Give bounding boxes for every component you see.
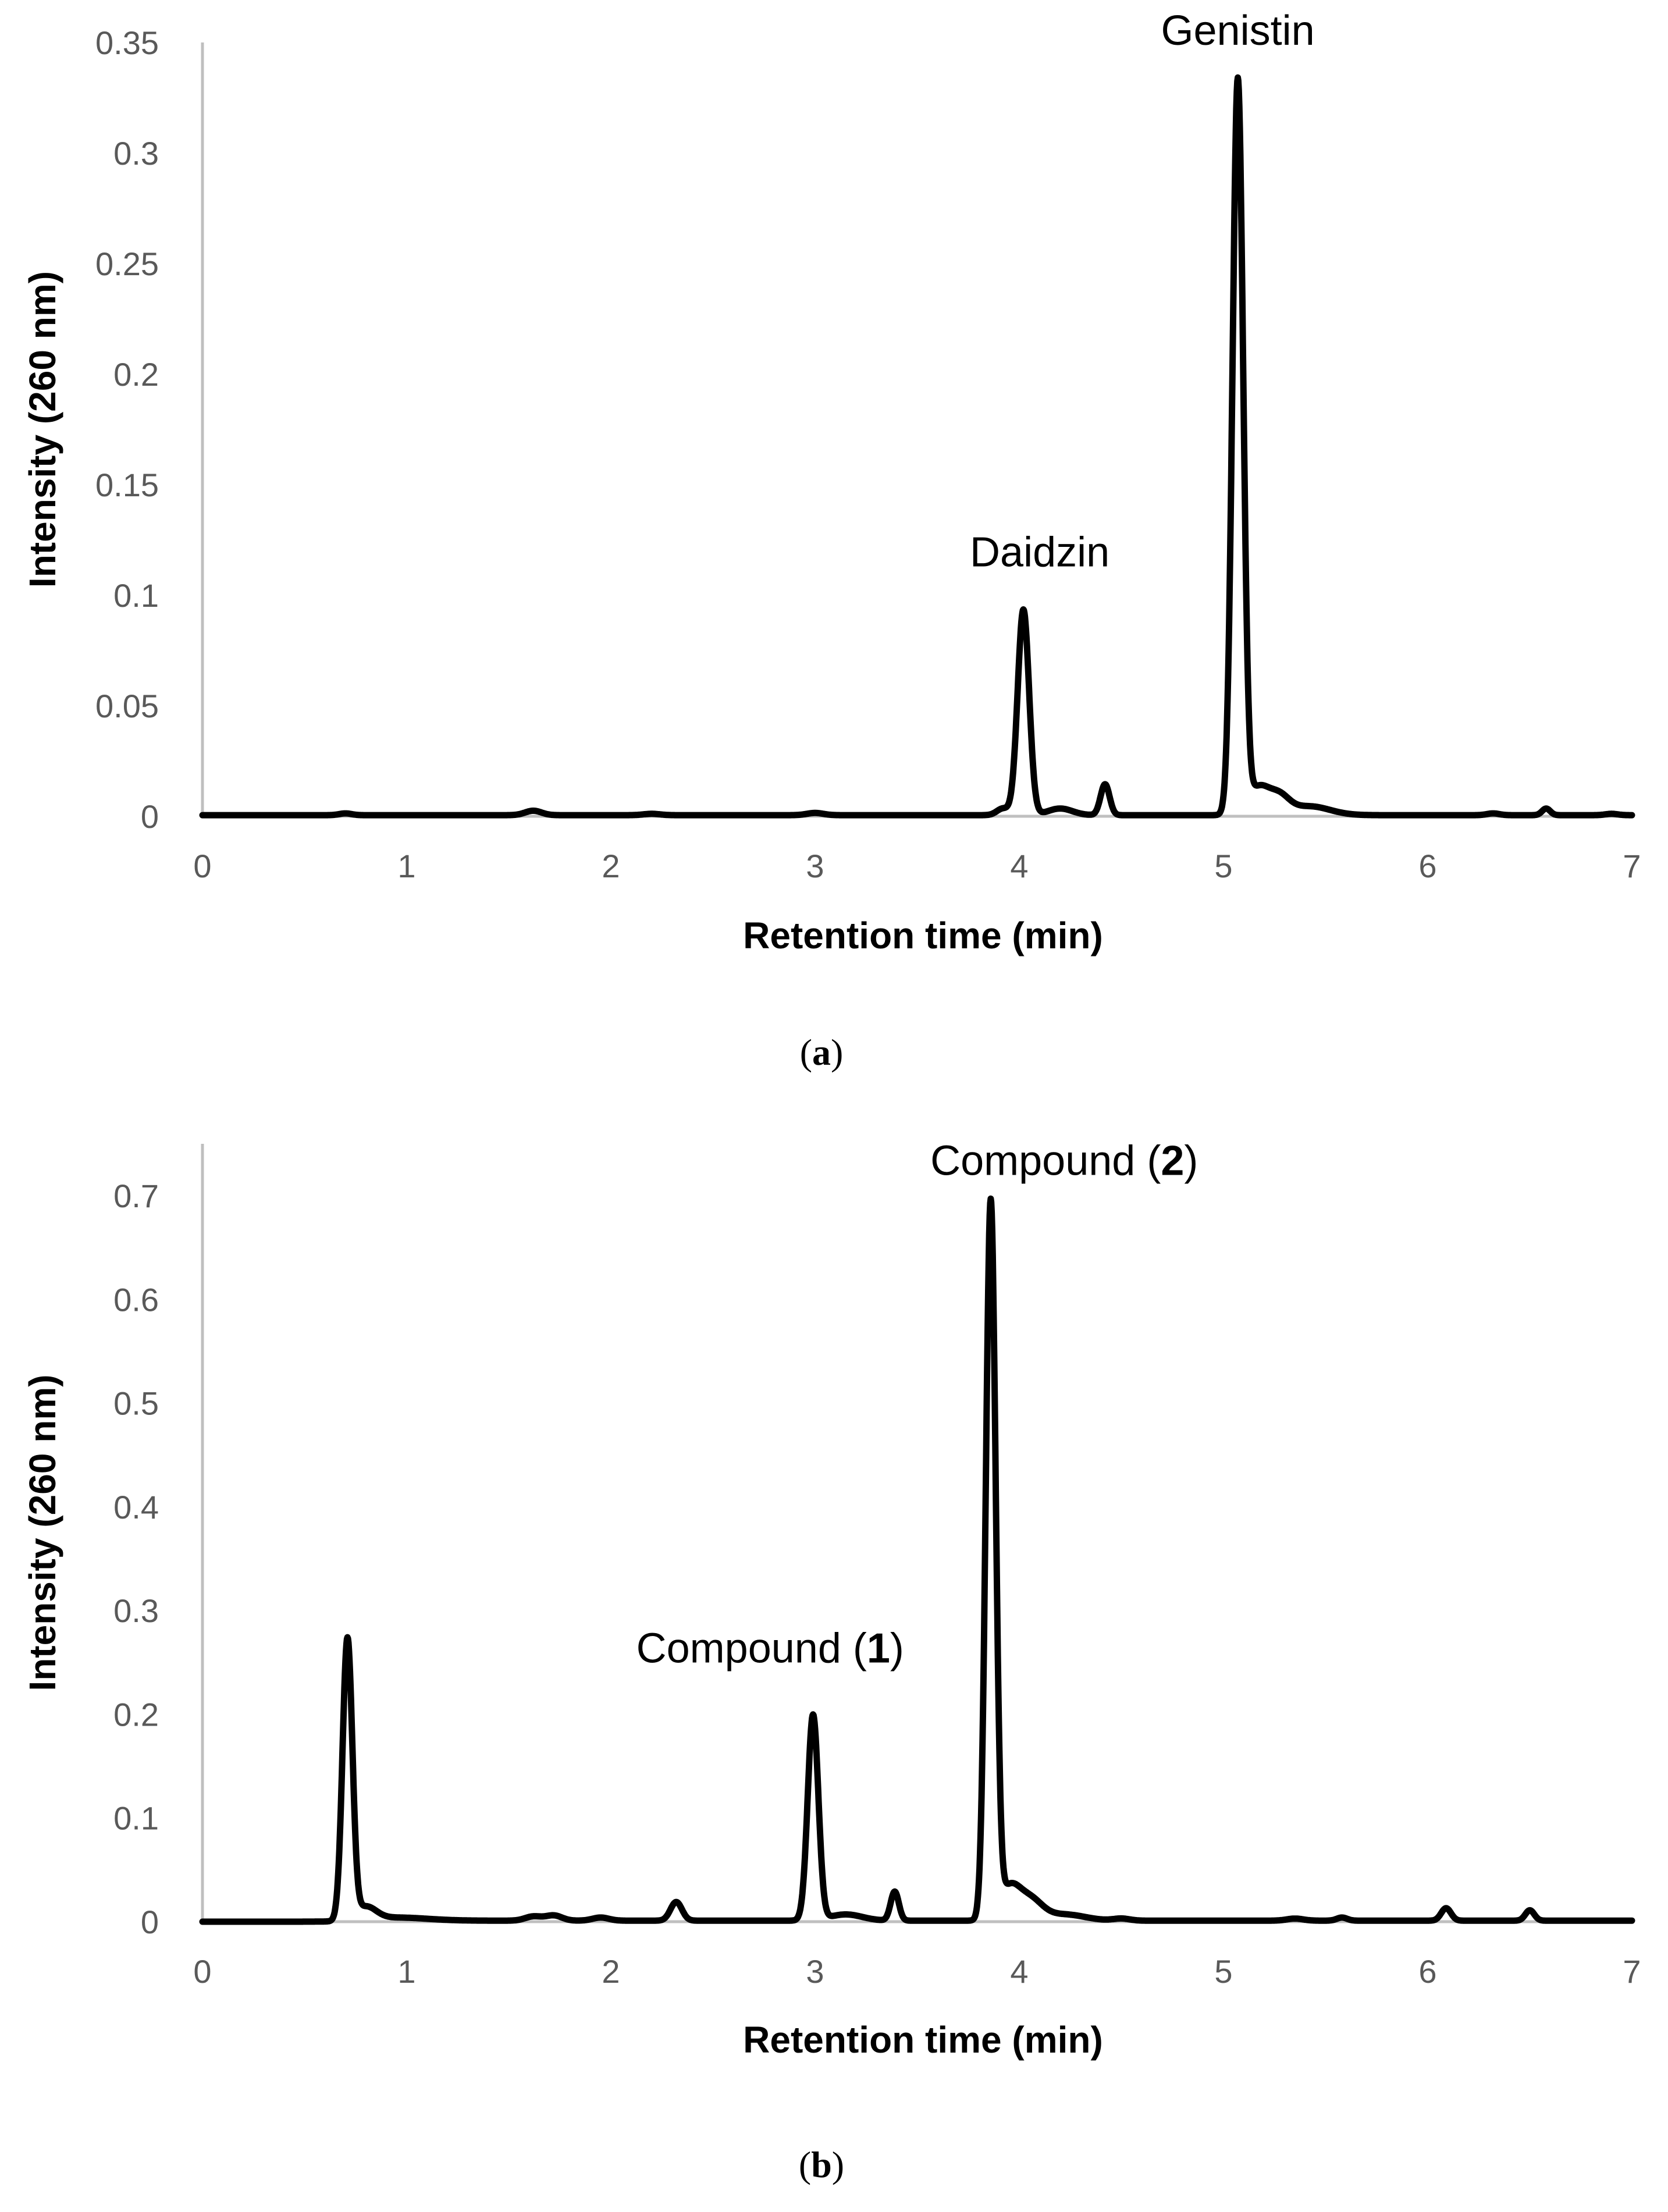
chart-panel-a: 0 1 2 3 4 5 6 7 0 0.05 0.1 0.15 0.2 0.25 0.3 0.35 Daid… [22, 8, 1641, 1073]
x-tick-label: 7 [1623, 848, 1641, 884]
x-tick-label: 6 [1418, 848, 1436, 884]
y-tick-label: 0.3 [113, 1592, 159, 1629]
y-tick-label: 0.7 [113, 1178, 159, 1214]
x-tick-labels: 0 1 2 3 4 5 6 7 [193, 1953, 1641, 1990]
y-tick-label: 0.1 [113, 577, 159, 614]
y-tick-label: 0.15 [95, 467, 159, 503]
y-tick-label: 0.25 [95, 246, 159, 282]
y-tick-label: 0.4 [113, 1489, 159, 1525]
caption-close: ) [831, 1032, 843, 1073]
x-tick-label: 4 [1010, 1953, 1028, 1990]
x-tick-label: 4 [1010, 848, 1028, 884]
x-tick-label: 5 [1214, 1953, 1232, 1990]
y-tick-label: 0.35 [95, 24, 159, 61]
caption-letter: a [812, 1032, 831, 1073]
x-tick-label: 7 [1623, 1953, 1641, 1990]
x-tick-label: 6 [1418, 1953, 1436, 1990]
peak-label-close: ) [1184, 1137, 1198, 1184]
x-tick-label: 2 [602, 1953, 620, 1990]
y-tick-label: 0.1 [113, 1800, 159, 1837]
peak-label-text: Daidzin [970, 529, 1109, 576]
panel-caption: (a) [800, 1032, 844, 1073]
chart-panel-b: 0 1 2 3 4 5 6 7 0 0.1 0.2 0.3 0.4 0.5 0.6 0.7 Compound… [22, 1137, 1641, 2185]
caption-open: ( [800, 1032, 812, 1073]
peak-label: Genistin [1161, 8, 1314, 54]
chromatogram-trace [199, 1195, 1635, 1925]
x-tick-label: 3 [806, 848, 824, 884]
x-tick-label: 2 [602, 848, 620, 884]
caption-close: ) [832, 2144, 844, 2185]
y-axis-title: Intensity (260 nm) [22, 271, 63, 588]
panel-caption: (b) [799, 2144, 844, 2185]
y-axis-title: Intensity (260 nm) [22, 1374, 63, 1691]
y-tick-labels: 0 0.05 0.1 0.15 0.2 0.25 0.3 0.35 [95, 24, 159, 835]
peak-annotations: Compound (1)Compound (2) [636, 1137, 1198, 1672]
x-tick-label: 1 [397, 1953, 415, 1990]
x-tick-label: 3 [806, 1953, 824, 1990]
y-tick-label: 0.2 [113, 356, 159, 393]
y-tick-label: 0.6 [113, 1281, 159, 1318]
peak-label-close: ) [890, 1625, 904, 1672]
peak-label: Daidzin [970, 529, 1109, 576]
y-tick-label: 0.05 [95, 688, 159, 724]
peak-label: Compound (2) [930, 1137, 1198, 1184]
peak-label-number: 1 [867, 1625, 890, 1672]
chromatogram-trace [199, 74, 1635, 819]
peak-label-number: 2 [1161, 1137, 1184, 1184]
y-tick-label: 0.3 [113, 135, 159, 172]
x-tick-labels: 0 1 2 3 4 5 6 7 [193, 848, 1641, 884]
caption-open: ( [799, 2144, 811, 2185]
x-tick-label: 0 [193, 1953, 211, 1990]
peak-label-text: Genistin [1161, 8, 1314, 54]
x-tick-label: 5 [1214, 848, 1232, 884]
y-tick-label: 0.2 [113, 1696, 159, 1733]
y-tick-label: 0.5 [113, 1385, 159, 1422]
x-axis-title: Retention time (min) [743, 915, 1103, 956]
caption-letter: b [811, 2144, 832, 2185]
peak-label-text: Compound ( [636, 1625, 867, 1672]
x-axis-title: Retention time (min) [743, 2019, 1103, 2061]
peak-label: Compound (1) [636, 1625, 904, 1672]
peak-annotations: Daidzin Genistin [970, 8, 1315, 576]
x-tick-label: 0 [193, 848, 211, 884]
y-tick-label: 0 [141, 1904, 159, 1940]
y-tick-labels: 0 0.1 0.2 0.3 0.4 0.5 0.6 0.7 [113, 1178, 159, 1940]
x-tick-label: 1 [397, 848, 415, 884]
y-tick-label: 0 [141, 798, 159, 835]
peak-label-text: Compound ( [930, 1137, 1161, 1184]
